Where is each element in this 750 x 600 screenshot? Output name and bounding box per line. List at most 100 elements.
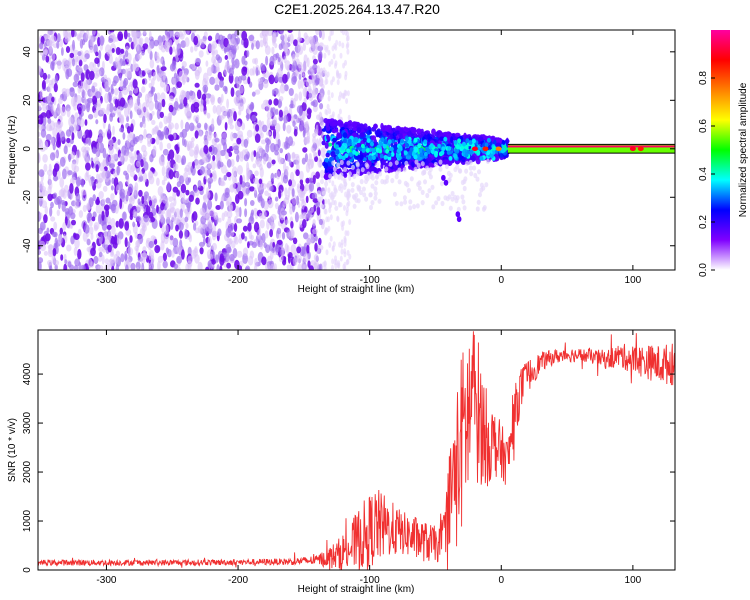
spectrogram-cell <box>246 50 250 58</box>
spectrogram-cell <box>195 58 201 66</box>
spectrogram-cell <box>308 85 312 94</box>
spectrogram-cell <box>38 169 45 178</box>
spectrogram-cell <box>319 263 323 270</box>
spectrogram-cell <box>477 169 481 175</box>
spectrogram-cell <box>178 230 183 239</box>
spectrogram-cell <box>216 264 220 270</box>
spectrogram-cell <box>308 79 313 85</box>
spectrogram-cell <box>73 96 77 106</box>
spectrogram-cell <box>109 163 115 169</box>
spectrogram-cell <box>408 165 412 170</box>
spectrogram-cell <box>462 205 467 211</box>
spectrogram-cell <box>247 76 251 85</box>
spectrogram-cell <box>267 192 272 200</box>
spectrogram-cell <box>336 132 341 139</box>
spectrogram-cell <box>258 178 263 185</box>
spectrogram-cell <box>176 255 183 264</box>
spectrogram-cell <box>312 198 319 204</box>
spectrogram-cell <box>219 200 224 210</box>
spectrogram-cell <box>447 146 452 151</box>
spectrogram-cell <box>288 88 294 96</box>
spectrogram-cell <box>370 135 377 141</box>
spectrogram-cell <box>82 204 87 213</box>
spectrogram-cell <box>344 30 348 36</box>
spectrogram-cell <box>329 235 333 242</box>
spectrogram-cell <box>74 124 79 132</box>
spectrogram-cell <box>303 253 309 263</box>
spectrogram-cell <box>151 86 156 93</box>
spectrogram-cell <box>223 37 229 48</box>
spectrogram-cell <box>325 249 329 256</box>
spectrogram-cell <box>120 253 125 263</box>
spectrogram-cell <box>295 155 300 166</box>
spectrogram-cell <box>195 159 201 170</box>
spectrogram-cell <box>405 182 410 188</box>
spectrogram-cell <box>290 100 294 109</box>
spectrogram-cell <box>287 254 291 264</box>
spectrogram-cell <box>253 150 257 158</box>
spectrogram-cell <box>95 164 99 173</box>
spectrogram-cell <box>219 181 226 187</box>
spectrogram-cell <box>47 74 51 79</box>
spectrogram-cell <box>159 192 163 203</box>
spectrogram-cell <box>310 206 315 213</box>
spectrogram-cell <box>312 58 318 65</box>
spectrogram-cell <box>299 196 305 202</box>
spectrogram-cell <box>124 50 129 58</box>
spectrogram-cell <box>311 90 317 99</box>
spectrogram-cell <box>39 212 43 219</box>
spectrogram-cell <box>156 64 160 75</box>
spectrogram-cell <box>173 163 179 171</box>
spectrogram-cell <box>135 240 141 248</box>
spectrogram-cell <box>43 49 49 55</box>
spectrogram-cell <box>133 174 138 182</box>
colorbar-gradient <box>711 30 730 270</box>
spectrogram-cell <box>307 260 311 268</box>
spectrogram-cell <box>327 95 331 102</box>
spectrogram-cell <box>299 170 304 181</box>
spectrogram-cell <box>340 145 345 151</box>
spectrogram-cell <box>327 225 331 232</box>
spectrogram-cell <box>38 152 41 163</box>
spectrogram-cell <box>329 30 333 37</box>
spectrogram-cell <box>104 93 110 104</box>
spectrogram-cell <box>60 106 67 117</box>
spectrogram-cell <box>275 52 280 59</box>
spectrogram-cell <box>305 120 309 131</box>
spectrogram-cell <box>86 202 90 210</box>
spectrogram-cell <box>87 258 93 269</box>
spectrogram-cell <box>405 128 410 132</box>
spectrogram-cell <box>148 200 153 207</box>
spectrogram-cell <box>359 179 364 185</box>
spectrogram-cell <box>443 179 449 186</box>
spectrogram-cell <box>278 189 282 199</box>
spectrogram-cell <box>155 135 160 145</box>
spectrogram-cell <box>74 57 78 66</box>
spectrogram-cell <box>329 214 333 221</box>
spectrogram-cell <box>142 43 149 50</box>
spectrogram-cell <box>236 250 243 258</box>
spectrogram-cell <box>262 72 267 78</box>
colorbar-tick-label: 0.0 <box>698 263 709 277</box>
spectrogram-cell <box>390 178 395 184</box>
spectrogram-cell <box>63 233 66 240</box>
spectrogram-cell <box>460 179 465 186</box>
spectrogram-cell <box>183 171 189 182</box>
spectrogram-cell <box>288 230 294 241</box>
spectrogram-cell <box>122 211 127 221</box>
x-tick-label: -200 <box>228 275 248 286</box>
spectrogram-cell <box>176 189 181 197</box>
spectrogram-cell <box>266 161 272 169</box>
spectrogram-cell <box>48 180 53 190</box>
spectrogram-cell <box>324 229 328 236</box>
spectrogram-cell <box>339 159 344 166</box>
spectrogram-cell <box>303 137 307 146</box>
spectrogram-cell <box>47 174 51 182</box>
spectrogram-cell <box>259 39 264 48</box>
spectrogram-cell <box>456 206 461 212</box>
spectrogram-cell <box>39 42 44 50</box>
spectrogram-cell <box>98 50 102 60</box>
spectrogram-cell <box>324 69 328 76</box>
spectrogram-cell <box>273 143 280 152</box>
spectrogram-cell <box>301 262 305 270</box>
